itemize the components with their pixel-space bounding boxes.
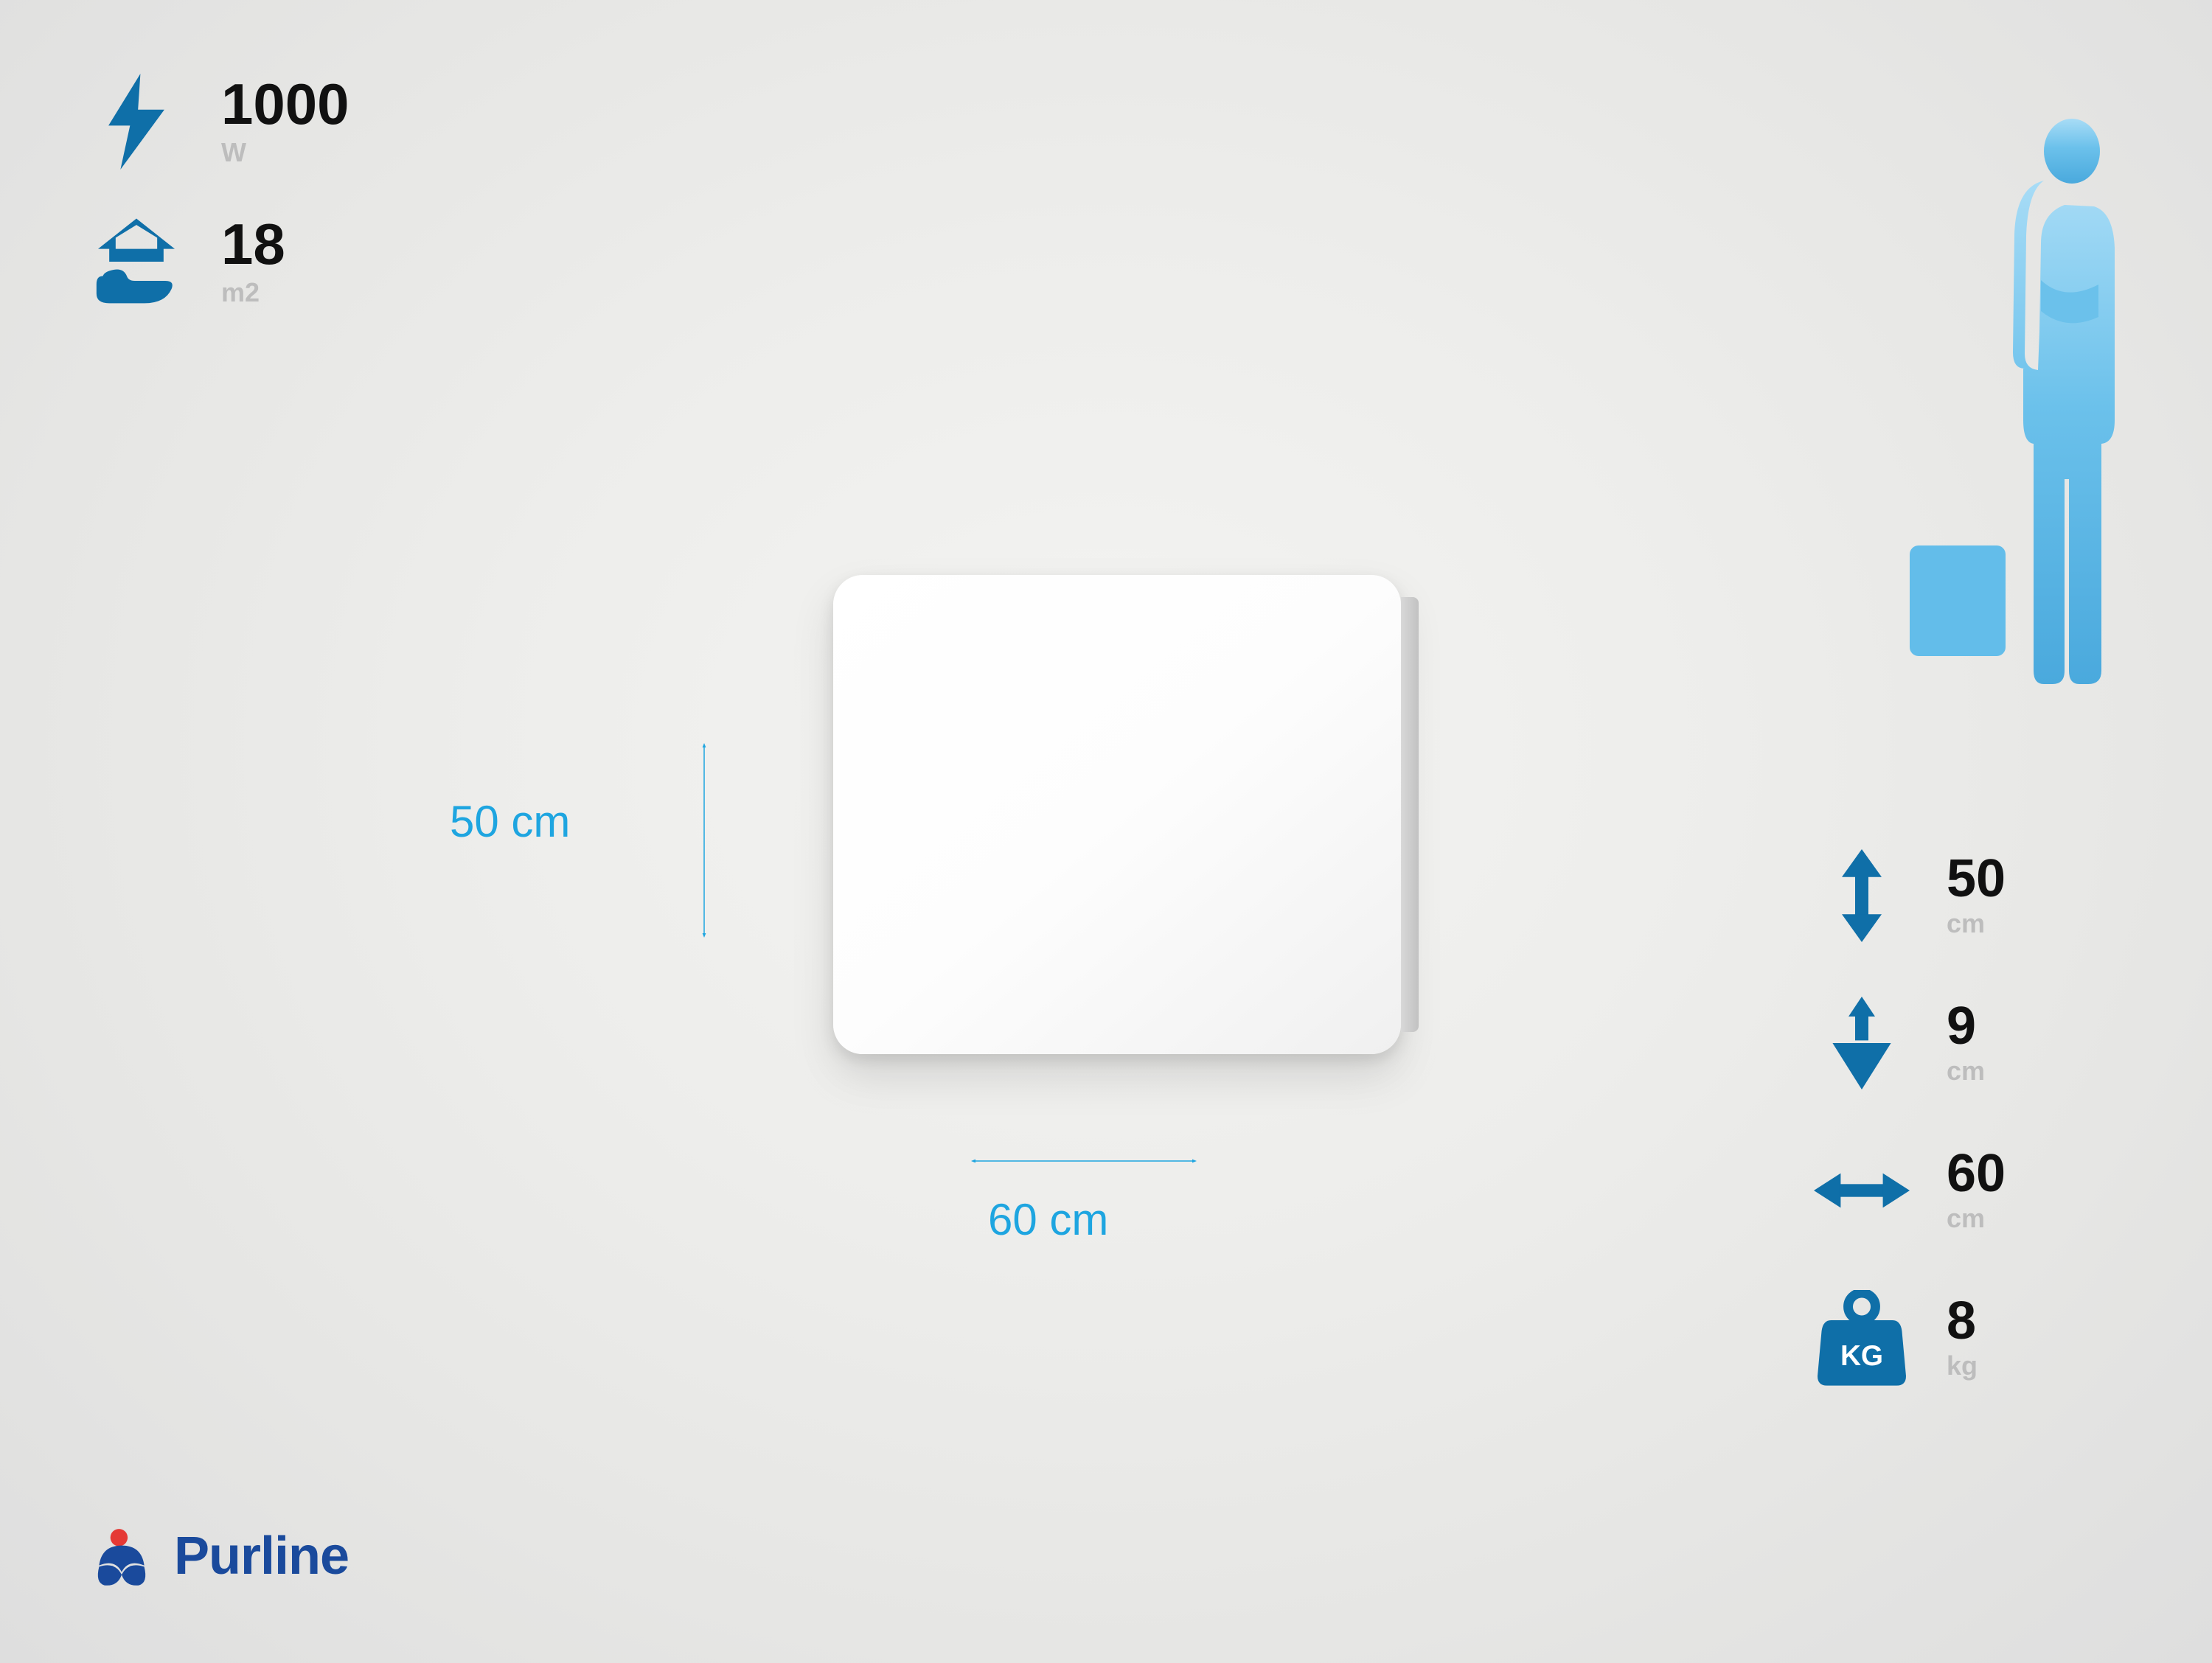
spec-depth-text: 9 cm — [1947, 1000, 1985, 1087]
scale-reference — [1880, 111, 2146, 686]
home-hand-icon — [88, 214, 184, 310]
spec-height: 50 cm — [1814, 848, 2124, 944]
brand-name: Purline — [174, 1526, 349, 1586]
dimension-height-label: 50 cm — [450, 796, 570, 847]
stat-power: 1000 W — [88, 74, 349, 170]
dimension-width-label: 60 cm — [988, 1194, 1108, 1245]
spec-height-unit: cm — [1947, 908, 2006, 939]
product-side-control — [1401, 649, 1419, 693]
spec-height-text: 50 cm — [1947, 852, 2006, 939]
spec-width-text: 60 cm — [1947, 1147, 2006, 1234]
svg-text:KG: KG — [1840, 1340, 1883, 1372]
weight-icon: KG — [1814, 1290, 1910, 1386]
spec-depth: 9 cm — [1814, 995, 2124, 1091]
bolt-icon — [88, 74, 184, 170]
stat-area-unit: m2 — [221, 277, 285, 308]
product-diagram: 50 cm 60 cm — [634, 487, 1489, 1297]
spec-weight-unit: kg — [1947, 1350, 1978, 1381]
spec-weight-text: 8 kg — [1947, 1294, 1978, 1381]
stat-power-value: 1000 — [221, 75, 349, 133]
top-stats: 1000 W 18 m2 — [88, 74, 349, 310]
stat-area-text: 18 m2 — [221, 215, 285, 308]
spec-width: 60 cm — [1814, 1143, 2124, 1238]
spec-depth-unit: cm — [1947, 1056, 1985, 1087]
spec-height-value: 50 — [1947, 852, 2006, 905]
spec-weight: KG 8 kg — [1814, 1290, 2124, 1386]
spec-width-unit: cm — [1947, 1203, 2006, 1234]
stat-power-text: 1000 W — [221, 75, 349, 168]
brand-logo: Purline — [88, 1523, 349, 1589]
arrow-vertical-icon — [1814, 848, 1910, 944]
dimension-vertical-arrow — [702, 516, 706, 1165]
arrow-depth-icon — [1814, 995, 1910, 1091]
dimension-horizontal-arrow — [708, 1159, 1460, 1163]
stat-area-value: 18 — [221, 215, 285, 273]
brand-mark-icon — [88, 1523, 155, 1589]
arrow-horizontal-icon — [1814, 1143, 1910, 1238]
spec-width-value: 60 — [1947, 1147, 2006, 1200]
specs-column: 50 cm 9 cm 60 cm — [1814, 848, 2124, 1386]
stat-power-unit: W — [221, 137, 349, 168]
spec-depth-value: 9 — [1947, 1000, 1985, 1053]
product-panel — [833, 575, 1401, 1054]
stat-area: 18 m2 — [88, 214, 349, 310]
spec-weight-value: 8 — [1947, 1294, 1978, 1348]
